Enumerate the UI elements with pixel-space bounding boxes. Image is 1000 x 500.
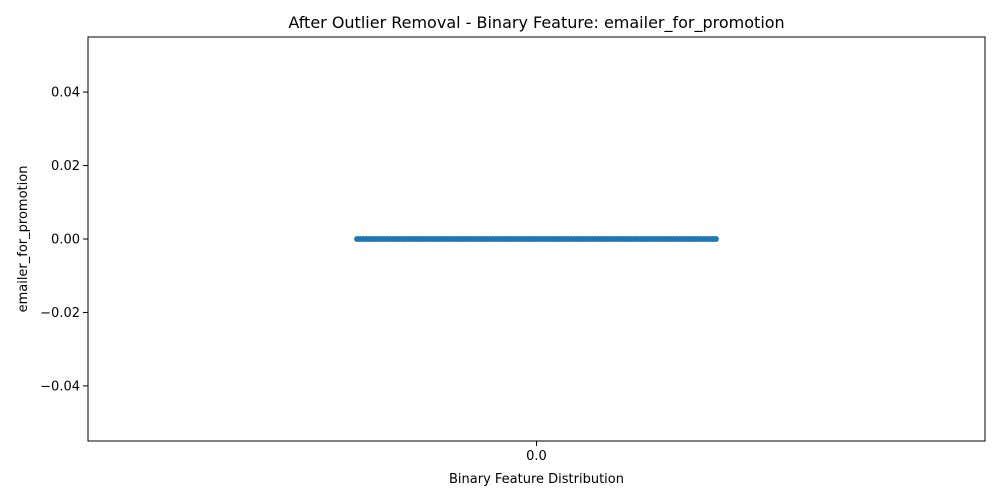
x-axis-ticks: 0.0 [526, 441, 547, 464]
x-tick-label: 0.0 [526, 449, 547, 464]
y-axis-label: emailer_for_promotion [16, 166, 31, 313]
y-tick-label: 0.04 [51, 86, 80, 101]
y-tick-label: −0.02 [40, 306, 80, 321]
plot-frame [87, 36, 986, 442]
y-axis-ticks: 0.04 0.02 0.00 −0.02 −0.04 [40, 86, 88, 394]
x-axis-label: Binary Feature Distribution [449, 472, 624, 487]
y-tick-label: 0.02 [51, 159, 80, 174]
y-tick-label: −0.04 [40, 379, 80, 394]
chart-title: After Outlier Removal - Binary Feature: … [288, 13, 784, 33]
data-point [712, 236, 719, 242]
y-tick-label: 0.00 [51, 233, 80, 248]
scatter-marks [354, 236, 719, 242]
